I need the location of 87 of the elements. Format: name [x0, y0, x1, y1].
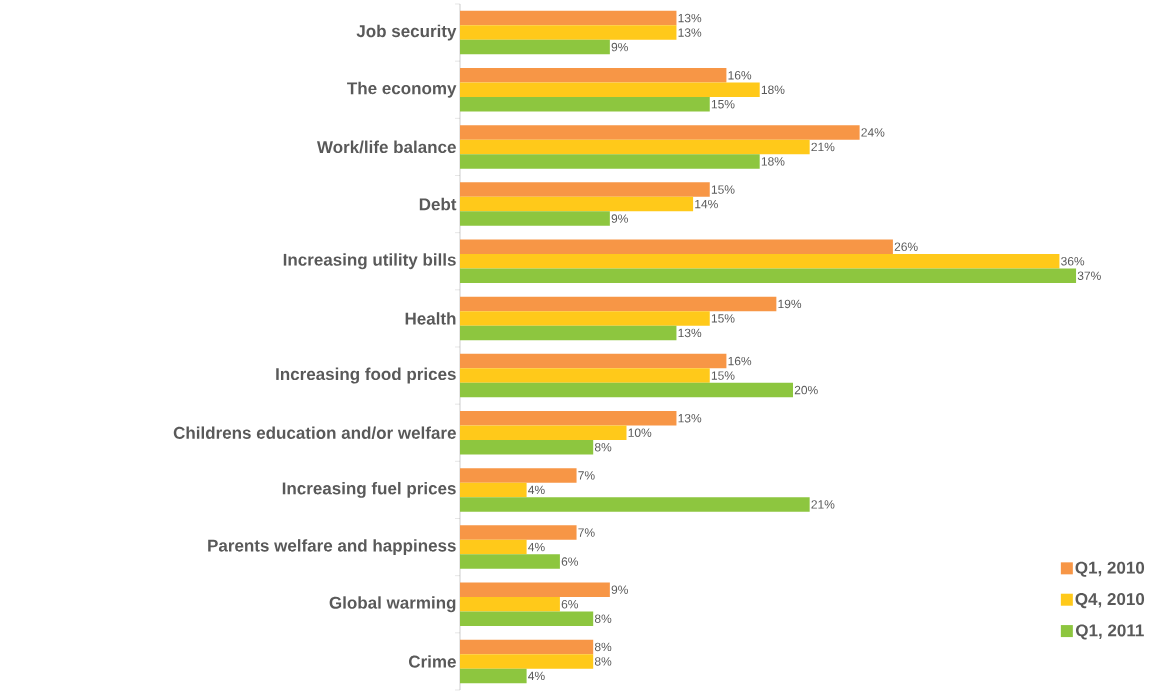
legend-label: Q1, 2011: [1076, 624, 1144, 640]
data-label: 4%: [528, 542, 545, 552]
y-tick-label: The economy: [347, 81, 457, 98]
legend-label: Q4, 2010: [1075, 592, 1145, 609]
y-tick-label: Childrens education and/or welfare: [173, 426, 456, 439]
data-label: 18%: [761, 85, 785, 94]
bar: [460, 482, 527, 497]
y-tick-label: Job security: [356, 24, 457, 41]
data-label: 8%: [594, 614, 612, 623]
bar: [460, 82, 760, 97]
bar: [460, 139, 810, 155]
data-label: 15%: [711, 185, 735, 194]
bar: [460, 67, 727, 83]
data-label: 19%: [778, 299, 802, 308]
data-label: 15%: [711, 371, 735, 380]
y-tick-label: Increasing fuel prices: [282, 481, 456, 498]
data-label: 8%: [594, 657, 612, 666]
data-label: 8%: [594, 642, 612, 651]
y-tick-label: Parents welfare and happiness: [208, 539, 456, 555]
bar: [460, 353, 727, 369]
legend-label: Q1, 2010: [1075, 561, 1145, 577]
data-label: 13%: [678, 13, 702, 23]
bar: [460, 96, 710, 112]
data-label: 7%: [578, 471, 595, 480]
data-label: 4%: [528, 485, 545, 494]
bar: [460, 425, 627, 440]
data-label: 18%: [761, 157, 785, 166]
y-tick-label: Debt: [419, 197, 457, 211]
data-label: 37%: [1077, 271, 1101, 280]
bar: [460, 639, 594, 654]
data-label: 13%: [678, 28, 702, 37]
bar: [460, 311, 710, 326]
bar: [460, 368, 710, 383]
bar: [460, 582, 610, 597]
bar: [460, 25, 677, 40]
bar: [460, 410, 677, 426]
data-label: 6%: [561, 599, 579, 609]
bar: [460, 125, 860, 140]
y-tick-label: Crime: [408, 655, 456, 668]
bar: [460, 497, 810, 512]
bar: [460, 539, 527, 555]
bar: [460, 154, 760, 169]
bar: [460, 611, 594, 626]
y-tick-label: Health: [405, 312, 456, 325]
bar: [460, 211, 610, 226]
data-label: 7%: [578, 528, 595, 537]
bar: [460, 325, 677, 340]
bar: [460, 668, 527, 683]
data-label: 14%: [695, 199, 718, 209]
bar: [460, 554, 560, 569]
data-label: 9%: [611, 585, 628, 594]
data-label: 21%: [811, 142, 835, 151]
bar: [460, 654, 594, 669]
bar: [460, 382, 794, 398]
data-label: 9%: [611, 214, 628, 223]
bar: [460, 196, 694, 212]
data-label: 21%: [811, 500, 835, 509]
data-label: 6%: [561, 557, 579, 566]
bar: [460, 296, 777, 311]
bar: [460, 525, 577, 540]
y-tick-label: Increasing food prices: [276, 367, 456, 384]
data-label: 16%: [728, 356, 752, 366]
bar: [460, 439, 594, 455]
bar: [460, 596, 560, 612]
bar: [460, 39, 610, 55]
data-label: 13%: [678, 328, 702, 337]
data-label: 13%: [678, 413, 702, 423]
data-label: 36%: [1061, 256, 1085, 266]
data-label: 24%: [861, 128, 885, 137]
y-tick-label: Work/life balance: [316, 140, 456, 154]
data-label: 9%: [611, 42, 628, 52]
data-label: 15%: [711, 99, 735, 109]
bar: [460, 182, 710, 197]
bar: [460, 239, 893, 254]
bar: [460, 253, 1060, 269]
bar: [460, 268, 1077, 283]
data-label: 26%: [894, 242, 918, 251]
data-label: 15%: [711, 314, 735, 323]
y-tick-label: Increasing utility bills: [283, 253, 456, 270]
data-label: 8%: [594, 442, 612, 452]
bar: [460, 468, 577, 483]
data-label: 10%: [628, 428, 652, 437]
data-label: 4%: [528, 671, 545, 680]
bar: [460, 10, 677, 26]
data-label: 16%: [728, 70, 752, 80]
y-tick-label: Global warming: [329, 596, 456, 613]
data-label: 20%: [794, 385, 818, 395]
